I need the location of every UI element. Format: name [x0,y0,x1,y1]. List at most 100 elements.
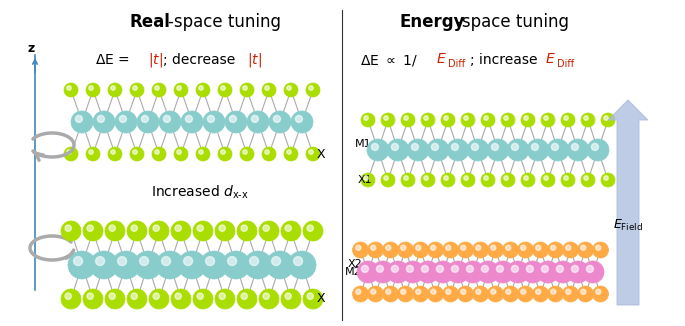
Circle shape [571,143,578,150]
Circle shape [362,265,369,273]
Circle shape [591,143,599,150]
Circle shape [306,147,320,161]
Circle shape [536,289,541,294]
Circle shape [376,265,384,273]
Circle shape [247,111,269,133]
Circle shape [237,289,257,309]
Circle shape [443,286,458,302]
Circle shape [242,150,247,154]
Circle shape [285,225,291,231]
Circle shape [71,111,93,133]
Circle shape [490,245,496,250]
Circle shape [364,116,369,120]
Circle shape [416,289,421,294]
Circle shape [391,143,399,150]
Circle shape [175,293,182,299]
Circle shape [240,147,254,161]
Circle shape [593,242,608,258]
Circle shape [593,286,608,302]
Circle shape [269,111,291,133]
Circle shape [541,113,555,127]
Circle shape [384,116,388,120]
Circle shape [541,173,555,187]
Circle shape [265,86,269,90]
Circle shape [512,265,519,273]
Circle shape [466,265,473,273]
Circle shape [401,173,415,187]
Circle shape [467,139,489,161]
Circle shape [406,265,414,273]
Circle shape [507,261,529,283]
Circle shape [412,143,419,150]
Circle shape [461,173,475,187]
Circle shape [441,173,455,187]
Circle shape [137,111,159,133]
Circle shape [482,265,488,273]
Circle shape [544,116,548,120]
Circle shape [562,242,579,258]
Circle shape [306,83,320,97]
Circle shape [382,242,399,258]
Circle shape [501,113,515,127]
Circle shape [487,139,509,161]
Circle shape [83,221,103,241]
Circle shape [481,113,495,127]
Circle shape [156,251,184,279]
Text: $|t|$: $|t|$ [247,51,262,69]
Circle shape [208,115,214,123]
Circle shape [287,86,291,90]
Circle shape [171,289,191,309]
Circle shape [371,289,376,294]
Circle shape [584,116,588,120]
Circle shape [427,139,449,161]
Circle shape [532,143,538,150]
Circle shape [295,115,303,123]
Circle shape [287,150,291,154]
Circle shape [521,113,535,127]
Circle shape [90,251,118,279]
Circle shape [488,242,503,258]
Circle shape [521,173,535,187]
Circle shape [149,221,169,241]
Circle shape [473,242,488,258]
Circle shape [441,113,455,127]
Circle shape [387,261,409,283]
Circle shape [481,173,495,187]
Circle shape [221,86,225,90]
Circle shape [241,225,247,231]
Circle shape [524,116,528,120]
Circle shape [251,115,258,123]
Circle shape [153,225,160,231]
Circle shape [547,286,564,302]
Circle shape [547,242,564,258]
Circle shape [131,293,138,299]
Circle shape [86,147,100,161]
Circle shape [567,139,589,161]
Circle shape [427,286,443,302]
Circle shape [200,251,228,279]
Circle shape [581,245,586,250]
Circle shape [522,261,544,283]
Circle shape [386,289,391,294]
Circle shape [526,265,534,273]
Circle shape [96,257,105,266]
Circle shape [524,176,528,180]
Circle shape [193,221,213,241]
Circle shape [402,261,424,283]
Circle shape [532,242,549,258]
Circle shape [244,251,272,279]
Circle shape [309,150,313,154]
Circle shape [240,83,254,97]
Circle shape [471,143,478,150]
Circle shape [551,143,558,150]
Circle shape [294,257,303,266]
Circle shape [541,265,549,273]
Circle shape [89,86,93,90]
Circle shape [367,286,384,302]
Circle shape [596,245,601,250]
Text: X2: X2 [347,259,362,269]
Circle shape [464,176,469,180]
Text: -space tuning: -space tuning [456,13,569,31]
Circle shape [291,111,313,133]
Circle shape [491,143,499,150]
